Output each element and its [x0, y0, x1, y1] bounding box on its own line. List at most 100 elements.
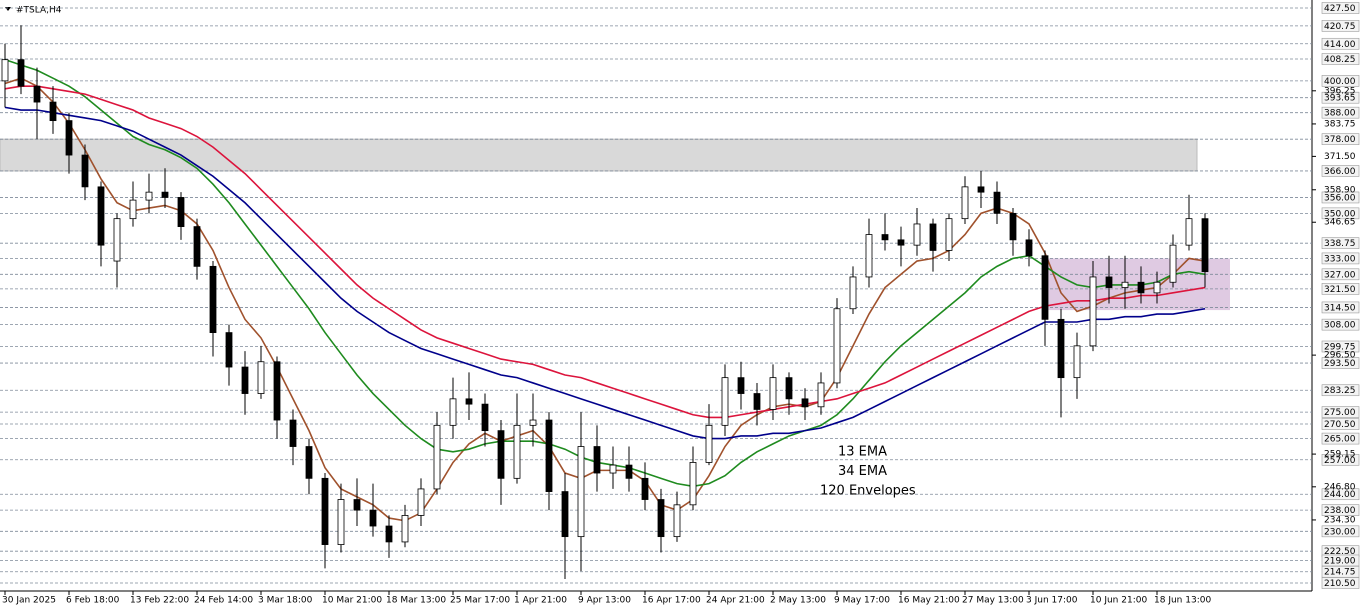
candle-body [465, 398, 473, 405]
zone [0, 138, 1198, 172]
candle-body [1153, 281, 1161, 294]
level-label-box [1321, 301, 1360, 314]
indicator-line [4, 106, 1206, 440]
level-label: 238.00 [1324, 506, 1356, 516]
candle-body [881, 234, 889, 241]
level-label: 388.00 [1324, 109, 1356, 119]
candle-body [625, 464, 633, 479]
x-tick-label: 16 May 21:00 [898, 596, 960, 606]
candle-body [833, 308, 841, 384]
candle-body [913, 223, 921, 246]
indicator-line [4, 77, 1206, 522]
candle-body [1089, 276, 1097, 347]
candle-body [1, 59, 9, 82]
level-label: 275.00 [1324, 408, 1356, 418]
y-tick-label: 371.50 [1324, 152, 1356, 162]
candle-body [769, 377, 777, 410]
level-label-box [1321, 283, 1360, 295]
level-label: 265.00 [1324, 435, 1356, 445]
candle-body [65, 120, 73, 156]
candle-body [673, 504, 681, 538]
candle-body [209, 265, 217, 333]
candle-body [529, 419, 537, 426]
candle-body [337, 499, 345, 545]
level-label: 414.00 [1324, 40, 1356, 50]
candle-body [449, 398, 457, 426]
level-label: 314.50 [1324, 303, 1356, 313]
x-tick-label: 6 Feb 18:00 [66, 596, 120, 606]
level-label-box [1321, 318, 1360, 331]
candle-body [273, 361, 281, 421]
level-label-box [1321, 91, 1360, 104]
level-label-box [1321, 453, 1360, 466]
candle-body [817, 382, 825, 408]
candle-body [513, 424, 521, 479]
candle-body [113, 218, 121, 262]
candle-body [17, 59, 25, 87]
legend-entry: 34 EMA [838, 464, 887, 479]
x-tick-label: 9 May 17:00 [834, 596, 890, 606]
candle-body [865, 234, 873, 278]
level-label-box [1321, 525, 1360, 538]
indicator-line [4, 85, 1206, 419]
level-label-box [1321, 384, 1360, 397]
candle-body [609, 464, 617, 474]
y-tick-label: 296.50 [1324, 351, 1356, 361]
level-label-box [1321, 191, 1360, 204]
level-label-box [1321, 432, 1360, 445]
level-label-box [1321, 357, 1360, 369]
x-tick-label: 3 Mar 18:00 [258, 596, 313, 606]
level-label-box [1321, 133, 1360, 145]
candle-body [945, 218, 953, 251]
candle-body [1057, 318, 1065, 379]
level-label-box [1321, 577, 1360, 589]
level-label: 338.75 [1324, 239, 1356, 249]
candle-body [433, 424, 441, 490]
x-tick-label: 18 Jun 13:00 [1154, 596, 1211, 606]
level-label-box [1321, 207, 1360, 220]
level-label-box [1321, 504, 1360, 516]
level-label: 257.00 [1324, 456, 1356, 466]
x-tick-label: 24 Apr 21:00 [706, 596, 765, 606]
candle-body [241, 366, 249, 394]
candle-body [193, 226, 201, 267]
x-tick-label: 27 May 13:00 [962, 596, 1024, 606]
candle-body [657, 499, 665, 538]
level-label: 378.00 [1324, 135, 1356, 145]
y-tick-label: 346.65 [1324, 218, 1356, 228]
candle-body [289, 419, 297, 447]
candle-body [737, 377, 745, 394]
level-label: 230.00 [1324, 527, 1356, 537]
candle-body [33, 85, 41, 103]
level-label: 270.50 [1324, 420, 1356, 430]
candle-body [993, 191, 1001, 214]
y-tick-label: 358.90 [1324, 185, 1356, 195]
x-tick-label: 25 Mar 17:00 [450, 596, 510, 606]
candle-body [353, 499, 361, 511]
level-label: 244.00 [1324, 490, 1356, 500]
candle-body [497, 430, 505, 479]
candle-body [1121, 281, 1129, 288]
candle-body [577, 446, 585, 538]
candle-body [481, 403, 489, 432]
level-label: 219.00 [1324, 556, 1356, 566]
level-label-box [1321, 75, 1360, 87]
y-tick-label: 259.15 [1324, 450, 1356, 460]
y-tick-label: 383.75 [1324, 119, 1356, 129]
level-label-box [1321, 237, 1360, 249]
candle-body [225, 332, 233, 368]
candle-body [305, 446, 313, 479]
legend-entry: 120 Envelopes [820, 484, 916, 499]
level-label: 400.00 [1324, 77, 1356, 87]
candle-body [849, 276, 857, 310]
candle-body [1201, 218, 1209, 273]
legend-entry: 13 EMA [838, 445, 887, 460]
candle-body [1009, 212, 1017, 241]
level-label: 308.00 [1324, 321, 1356, 331]
level-label: 321.50 [1324, 285, 1356, 295]
level-label: 293.50 [1324, 359, 1356, 369]
candle-body [801, 398, 809, 408]
y-tick-label: 246.80 [1324, 482, 1356, 492]
candle-body [689, 462, 697, 506]
